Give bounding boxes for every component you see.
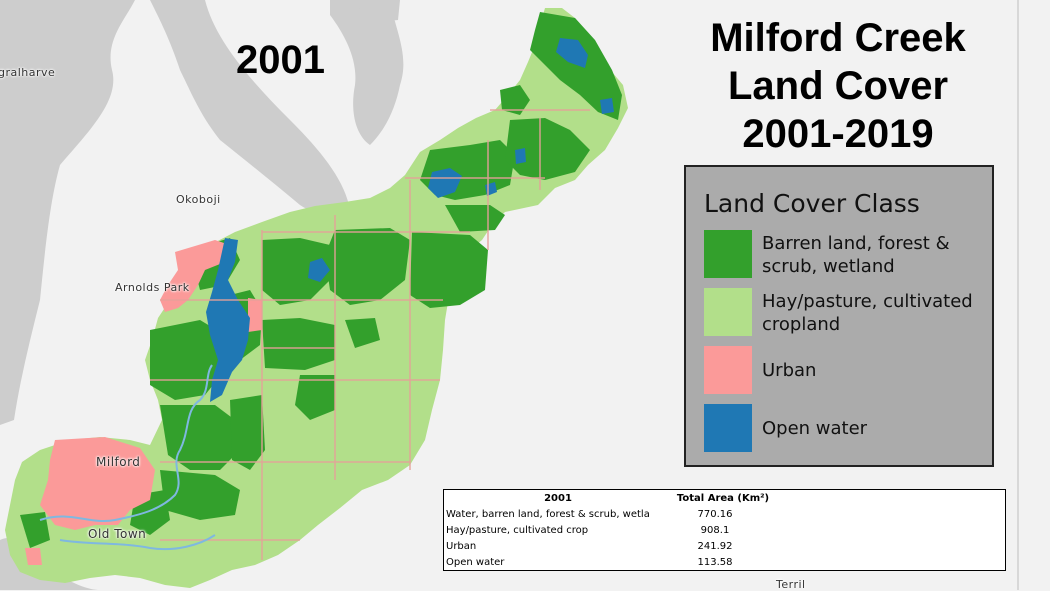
table-row: Urban 241.92 <box>444 539 1005 555</box>
table-cell-area: 770.16 <box>697 509 733 520</box>
watershed-area <box>5 8 628 588</box>
streams <box>39 364 216 551</box>
table-header-row: 2001 Total Area (Km²) <box>444 491 1005 507</box>
area-table: 2001 Total Area (Km²) Water, barren land… <box>443 489 1006 571</box>
legend-swatch-urban <box>704 346 752 394</box>
table-cell-class: Urban <box>446 541 477 552</box>
urban-areas <box>25 240 262 565</box>
map-title-line-3: 2001-2019 <box>742 112 934 156</box>
legend-label-forest: Barren land, forest & scrub, wetland <box>762 233 950 277</box>
table-cell-class: Open water <box>446 557 505 568</box>
legend-label-urban: Urban <box>762 360 817 381</box>
legend-title: Land Cover Class <box>704 189 920 218</box>
parcel-lines <box>150 109 590 560</box>
table-row: Open water 113.58 <box>444 555 1005 571</box>
table-cell-area: 908.1 <box>700 525 730 536</box>
table-cell-area: 241.92 <box>697 541 733 552</box>
table-cell-class: Water, barren land, forest & scrub, wetl… <box>446 509 650 520</box>
table-row: Hay/pasture, cultivated crop 908.1 <box>444 523 1005 539</box>
table-header-area: Total Area (Km²) <box>676 493 770 504</box>
map-title: Milford Creek Land Cover 2001-2019 <box>672 14 1004 158</box>
table-row: Water, barren land, forest & scrub, wetl… <box>444 507 1005 523</box>
place-label-okoboji: Okoboji <box>176 193 221 206</box>
table-cell-class: Hay/pasture, cultivated crop <box>446 525 589 536</box>
legend: Land Cover Class Barren land, forest & s… <box>684 165 994 467</box>
open-water <box>206 38 614 402</box>
table-header-year: 2001 <box>544 493 572 504</box>
place-label-terril: Terril <box>776 578 806 591</box>
legend-label-cropland: Hay/pasture, cultivated cropland <box>762 291 973 335</box>
place-label-old-town: Old Town <box>88 527 147 541</box>
map-title-line-2: Land Cover <box>727 64 949 108</box>
table-cell-area: 113.58 <box>697 557 733 568</box>
lake-shapes <box>0 0 404 590</box>
place-label-gralharve: gralharve <box>0 66 56 79</box>
legend-swatch-open-water <box>704 404 752 452</box>
year-label: 2001 <box>236 38 325 82</box>
place-label-arnolds-park: Arnolds Park <box>115 281 190 294</box>
legend-swatch-forest <box>704 230 752 278</box>
place-label-milford: Milford <box>96 455 141 469</box>
map-title-line-1: Milford Creek <box>710 16 966 60</box>
legend-label-open-water: Open water <box>762 418 868 439</box>
legend-swatch-cropland <box>704 288 752 336</box>
